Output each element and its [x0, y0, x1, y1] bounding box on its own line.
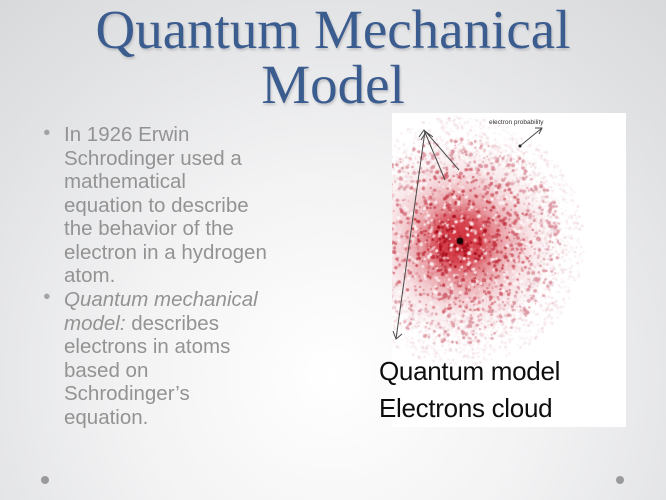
svg-text:electron probability: electron probability: [489, 119, 544, 126]
